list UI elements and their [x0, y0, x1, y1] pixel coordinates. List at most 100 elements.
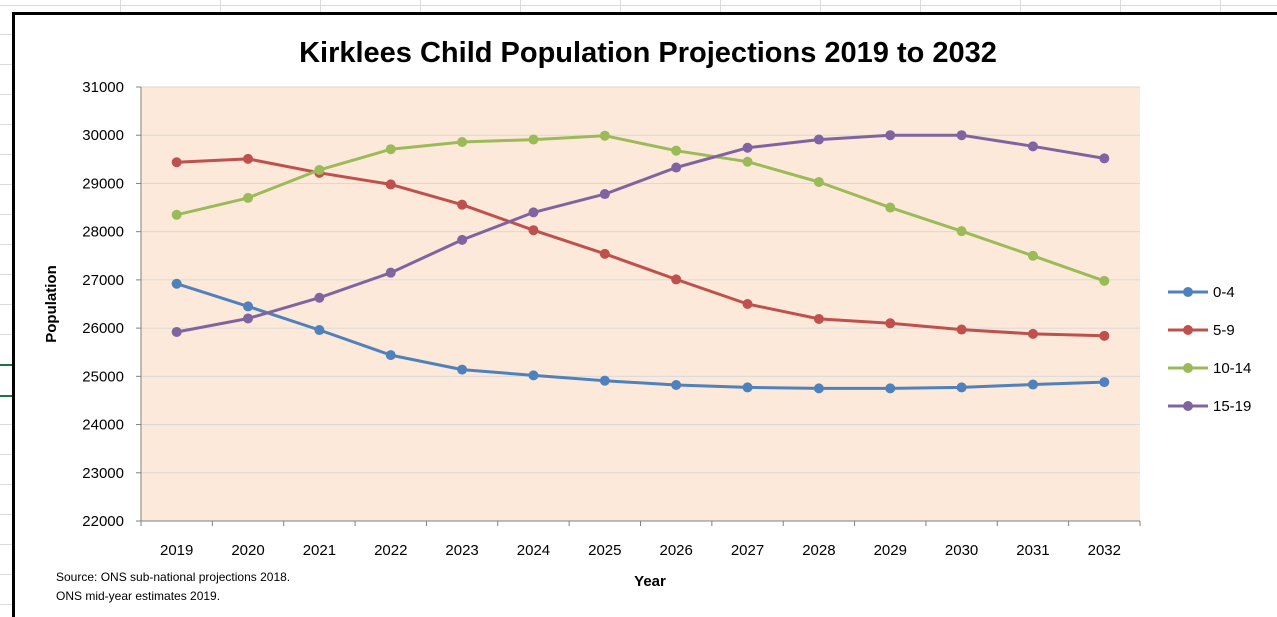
x-tick-label: 2029 [874, 542, 907, 559]
data-point-10-14 [243, 192, 254, 203]
data-point-0-4 [1027, 379, 1038, 390]
data-point-0-4 [314, 325, 325, 336]
legend-swatch-marker [1183, 287, 1193, 297]
data-point-15-19 [742, 142, 753, 153]
data-point-5-9 [1099, 330, 1110, 341]
y-tick-label: 28000 [82, 224, 124, 241]
series-line-15-19 [175, 133, 1106, 334]
data-point-5-9 [457, 199, 468, 210]
data-point-5-9 [385, 179, 396, 190]
data-point-15-19 [885, 130, 896, 141]
data-point-15-19 [1099, 153, 1110, 164]
data-point-0-4 [243, 301, 254, 312]
data-point-15-19 [385, 267, 396, 278]
data-point-10-14 [742, 156, 753, 167]
x-tick-label: 2021 [303, 542, 336, 559]
data-point-0-4 [742, 382, 753, 393]
y-axis-tick-labels: 22000 23000 24000 25000 26000 27000 28000 29000… [82, 79, 124, 530]
data-point-10-14 [385, 144, 396, 155]
legend-item-10-14[interactable]: 10-14 [1168, 360, 1251, 377]
data-point-10-14 [171, 209, 182, 220]
data-point-10-14 [457, 136, 468, 147]
legend-label: 0-4 [1213, 284, 1235, 301]
data-point-15-19 [528, 207, 539, 218]
series-0-4 [171, 278, 1110, 394]
data-point-5-9 [671, 274, 682, 285]
data-point-0-4 [885, 383, 896, 394]
y-tick-label: 23000 [82, 465, 124, 482]
series-10-14 [171, 130, 1110, 286]
legend-swatch-marker [1183, 401, 1193, 411]
data-point-10-14 [813, 176, 824, 187]
axes [136, 86, 1141, 526]
data-point-0-4 [385, 350, 396, 361]
y-tick-label: 25000 [82, 368, 124, 385]
y-tick-label: 22000 [82, 513, 124, 530]
x-tick-label: 2023 [445, 542, 478, 559]
data-point-0-4 [671, 380, 682, 391]
x-tick-label: 2020 [231, 542, 264, 559]
data-point-0-4 [599, 375, 610, 386]
legend[interactable]: 0-4 5-9 10-14 15-19 [1168, 284, 1251, 415]
data-point-15-19 [457, 234, 468, 245]
data-point-10-14 [528, 134, 539, 145]
data-point-15-19 [813, 134, 824, 145]
x-axis-tick-labels: 2019 2020 2021 2022 2023 2024 2025 2026 2027 2028… [160, 542, 1121, 559]
data-point-15-19 [243, 313, 254, 324]
data-point-10-14 [885, 202, 896, 213]
y-tick-label: 24000 [82, 417, 124, 434]
legend-swatch-marker [1183, 325, 1193, 335]
x-tick-label: 2032 [1088, 542, 1121, 559]
y-tick-label: 27000 [82, 272, 124, 289]
data-point-5-9 [742, 299, 753, 309]
x-tick-label: 2019 [160, 542, 193, 559]
plot-area [141, 87, 1140, 521]
x-tick-label: 2022 [374, 542, 407, 559]
data-series [171, 130, 1110, 394]
data-point-5-9 [599, 248, 610, 259]
legend-label: 5-9 [1213, 322, 1235, 339]
data-point-0-4 [457, 364, 468, 375]
legend-item-15-19[interactable]: 15-19 [1168, 398, 1251, 415]
x-tick-label: 2031 [1016, 542, 1049, 559]
source-note-line-1: Source: ONS sub-national projections 201… [56, 570, 290, 584]
legend-item-0-4[interactable]: 0-4 [1168, 284, 1235, 301]
data-point-15-19 [956, 130, 967, 141]
x-tick-label: 2028 [802, 542, 835, 559]
data-point-10-14 [956, 226, 967, 237]
data-point-10-14 [599, 130, 610, 141]
data-point-10-14 [1099, 275, 1110, 286]
data-point-0-4 [171, 278, 182, 289]
data-point-5-9 [956, 324, 967, 335]
y-axis-title: Population [43, 265, 60, 343]
data-point-10-14 [314, 164, 325, 175]
data-point-15-19 [599, 189, 610, 200]
y-tick-label: 29000 [82, 175, 124, 192]
x-axis-title: Year [634, 573, 666, 590]
data-point-5-9 [885, 318, 896, 329]
x-tick-label: 2024 [517, 542, 550, 559]
data-point-5-9 [171, 157, 182, 168]
x-tick-label: 2027 [731, 542, 764, 559]
data-point-5-9 [243, 153, 254, 164]
data-point-5-9 [813, 313, 824, 324]
legend-label: 15-19 [1213, 398, 1251, 415]
legend-label: 10-14 [1213, 360, 1251, 377]
data-point-5-9 [528, 225, 539, 236]
legend-item-5-9[interactable]: 5-9 [1168, 322, 1235, 339]
series-line-5-9 [175, 157, 1106, 338]
y-tick-label: 30000 [82, 127, 124, 144]
y-tick-label: 31000 [82, 79, 124, 96]
data-point-5-9 [1027, 328, 1038, 339]
y-tick-label: 26000 [82, 320, 124, 337]
chart-title: Kirklees Child Population Projections 20… [299, 37, 997, 69]
data-point-15-19 [671, 162, 682, 173]
data-point-10-14 [1027, 250, 1038, 261]
series-line-0-4 [175, 282, 1106, 390]
data-point-15-19 [171, 326, 182, 337]
x-tick-label: 2026 [659, 542, 692, 559]
data-point-0-4 [1099, 377, 1110, 388]
series-15-19 [171, 130, 1110, 337]
